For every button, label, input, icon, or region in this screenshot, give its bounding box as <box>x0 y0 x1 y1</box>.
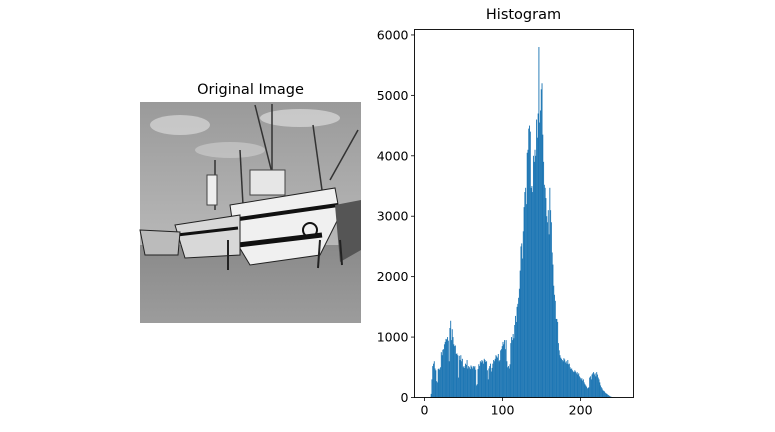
y-tick-label: 5000 <box>377 88 409 103</box>
y-tick-label: 2000 <box>377 269 409 284</box>
histogram-bars <box>430 47 616 397</box>
x-axis: 0 100 200 <box>420 398 592 418</box>
y-axis: 0 1000 2000 3000 4000 5000 6000 <box>377 27 415 405</box>
y-tick-label: 6000 <box>377 27 409 42</box>
image-title: Original Image <box>197 82 304 98</box>
y-tick-label: 1000 <box>377 330 409 345</box>
histogram-title: Histogram <box>486 7 561 23</box>
x-tick-label: 200 <box>569 403 593 418</box>
y-tick-label: 4000 <box>377 148 409 163</box>
x-tick-label: 100 <box>491 403 515 418</box>
y-tick-label: 3000 <box>377 209 409 224</box>
x-tick-label: 0 <box>420 403 428 418</box>
y-tick-label: 0 <box>401 390 409 405</box>
original-image <box>140 102 361 323</box>
